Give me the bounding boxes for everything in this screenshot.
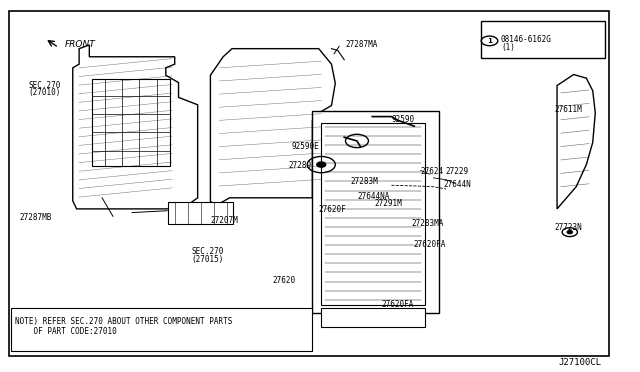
Polygon shape	[557, 74, 595, 209]
Text: 92590: 92590	[392, 115, 415, 124]
Bar	[312, 111, 438, 313]
Bar	[321, 308, 424, 327]
Polygon shape	[211, 49, 335, 205]
Text: 27620F: 27620F	[319, 205, 346, 215]
Text: 27611M: 27611M	[554, 105, 582, 114]
Bar	[168, 202, 234, 224]
Text: 27644N: 27644N	[443, 180, 471, 189]
Text: FRONT: FRONT	[65, 40, 96, 49]
Text: 27283MA: 27283MA	[411, 219, 444, 228]
Circle shape	[567, 231, 572, 234]
Text: (1): (1)	[501, 44, 515, 52]
Text: 27283M: 27283M	[351, 177, 378, 186]
Text: 27289: 27289	[288, 161, 311, 170]
Text: NOTE) REFER SEC.270 ABOUT OTHER COMPONENT PARTS: NOTE) REFER SEC.270 ABOUT OTHER COMPONEN…	[15, 317, 233, 326]
Text: OF PART CODE:27010: OF PART CODE:27010	[15, 327, 117, 336]
Bar	[321, 123, 424, 305]
Bar	[11, 308, 312, 352]
Text: 1: 1	[487, 38, 492, 44]
Text: 92590E: 92590E	[291, 142, 319, 151]
Text: 27620FA: 27620FA	[413, 240, 445, 249]
Text: 27287MB: 27287MB	[19, 213, 52, 222]
Polygon shape	[73, 45, 198, 209]
Text: 27620FA: 27620FA	[381, 300, 413, 310]
Text: 27291M: 27291M	[374, 199, 402, 208]
Text: 27229: 27229	[445, 167, 468, 176]
Bar	[92, 79, 170, 166]
Text: (27015): (27015)	[191, 254, 223, 264]
Text: J27100CL: J27100CL	[559, 358, 602, 367]
Text: 08146-6162G: 08146-6162G	[501, 35, 552, 44]
Text: SEC.270: SEC.270	[191, 247, 223, 256]
Text: 27207M: 27207M	[211, 216, 238, 225]
Text: 27644NA: 27644NA	[357, 192, 389, 201]
Text: 27620: 27620	[272, 276, 295, 285]
Bar	[481, 20, 605, 58]
Text: 27723N: 27723N	[554, 223, 582, 232]
Text: SEC.270: SEC.270	[28, 81, 61, 90]
Text: 27287MA: 27287MA	[346, 41, 378, 49]
Text: (27010): (27010)	[28, 89, 61, 97]
Text: 27624: 27624	[420, 167, 444, 176]
Circle shape	[317, 162, 326, 167]
